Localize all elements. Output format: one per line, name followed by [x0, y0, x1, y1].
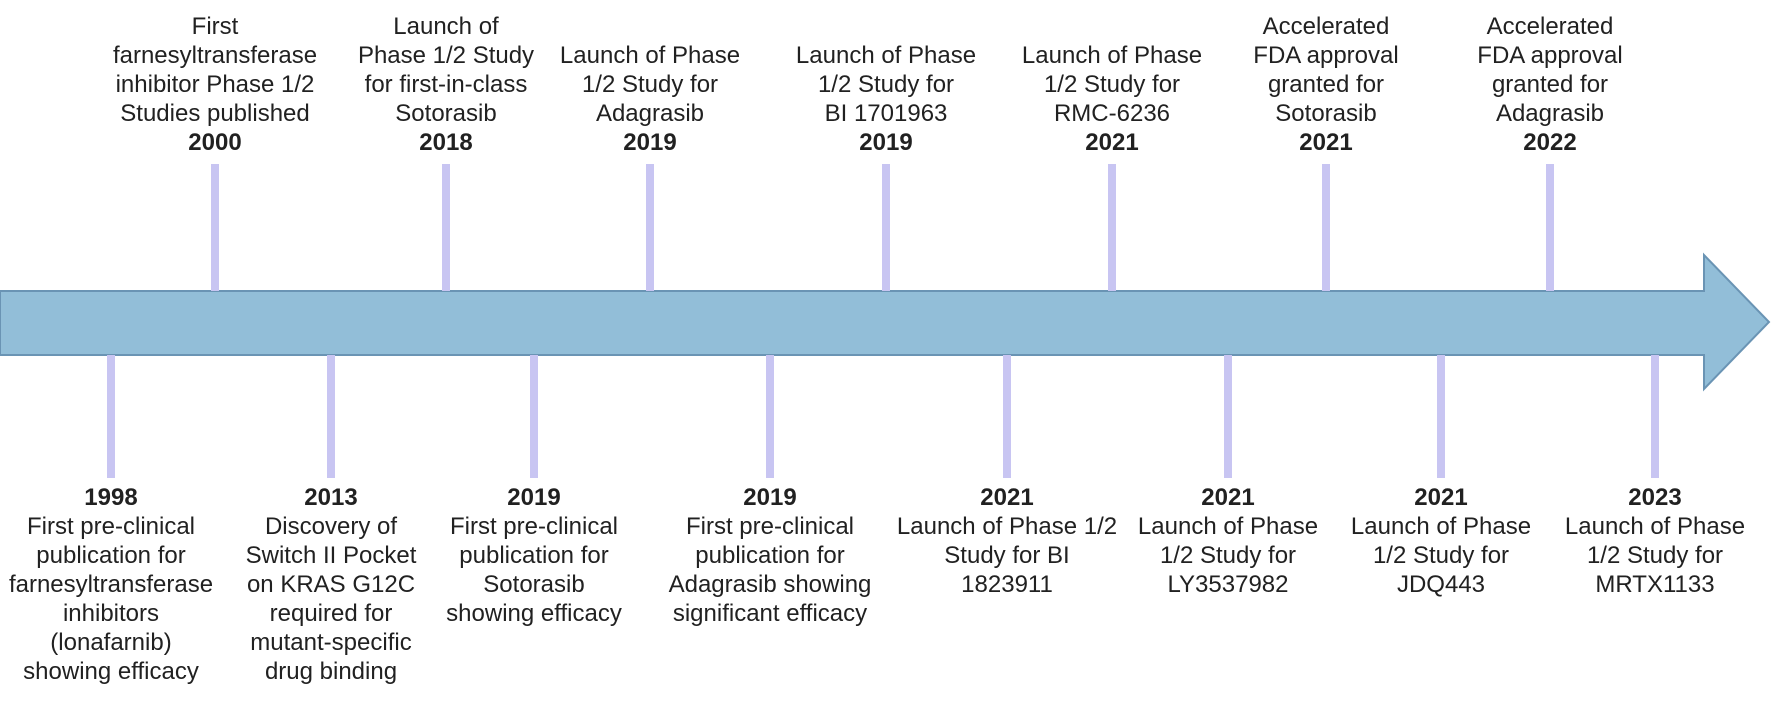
- event-label: Launch of Phase 1/2 Study for JDQ443: [1350, 513, 1532, 598]
- tick-top-2019-adagrasib: [646, 164, 654, 291]
- event-year: 2021: [1299, 129, 1353, 156]
- tick-top-2021-rmc6236: [1108, 164, 1116, 291]
- event-year: 2023: [1628, 484, 1682, 511]
- event-label: Discovery of Switch II Pocket on KRAS G1…: [245, 513, 417, 685]
- event-year: 2019: [507, 484, 561, 511]
- tick-top-2000: [211, 164, 219, 291]
- timeline-event-bottom-1: 1998 First pre-clinical publication for …: [0, 483, 261, 686]
- event-year: 2021: [1085, 129, 1139, 156]
- event-label: Launch of Phase 1/2 Study for MRTX1133: [1564, 513, 1746, 598]
- event-year: 2018: [419, 129, 473, 156]
- timeline-event-top-5: Launch of Phase 1/2 Study for RMC-6236 2…: [962, 0, 1262, 157]
- event-year: 1998: [84, 484, 138, 511]
- tick-bottom-2013: [327, 355, 335, 478]
- tick-top-2022-adagrasib-fda: [1546, 164, 1554, 291]
- event-year: 2019: [623, 129, 677, 156]
- event-label: Launch of Phase 1/2 Study for BI 1701963: [795, 42, 977, 127]
- timeline-event-bottom-4: 2019 First pre-clinical publication for …: [620, 483, 920, 628]
- event-year: 2021: [1201, 484, 1255, 511]
- event-label: Accelerated FDA approval granted for Sot…: [1253, 13, 1399, 127]
- event-label: First pre-clinical publication for Sotor…: [446, 513, 622, 627]
- event-label: Launch of Phase 1/2 Study for BI 1823911: [896, 513, 1118, 598]
- tick-bottom-2021-jdq443: [1437, 355, 1445, 478]
- tick-top-2018: [442, 164, 450, 291]
- event-label: First pre-clinical publication for farne…: [8, 513, 214, 685]
- timeline-event-bottom-6: 2021 Launch of Phase 1/2 Study for LY353…: [1078, 483, 1378, 599]
- event-year: 2000: [188, 129, 242, 156]
- tick-bottom-2021-ly3537982: [1224, 355, 1232, 478]
- timeline-event-top-6: Accelerated FDA approval granted for Sot…: [1176, 0, 1476, 157]
- tick-bottom-2023-mrtx1133: [1651, 355, 1659, 478]
- event-label: Launch of Phase 1/2 Study for LY3537982: [1137, 513, 1319, 598]
- timeline-event-bottom-2: 2013 Discovery of Switch II Pocket on KR…: [181, 483, 481, 686]
- event-label: Launch of Phase 1/2 Study for first-in-c…: [357, 13, 535, 127]
- timeline-event-bottom-8: 2023 Launch of Phase 1/2 Study for MRTX1…: [1505, 483, 1772, 599]
- timeline-event-bottom-7: 2021 Launch of Phase 1/2 Study for JDQ44…: [1291, 483, 1591, 599]
- timeline-event-top-1: First farnesyltransferase inhibitor Phas…: [65, 0, 365, 157]
- timeline-event-bottom-3: 2019 First pre-clinical publication for …: [384, 483, 684, 628]
- tick-top-2019-bi1701963: [882, 164, 890, 291]
- tick-bottom-2019-sotorasib: [530, 355, 538, 478]
- event-year: 2013: [304, 484, 358, 511]
- event-label: First farnesyltransferase inhibitor Phas…: [112, 13, 318, 127]
- tick-bottom-1998: [107, 355, 115, 478]
- event-label: Launch of Phase 1/2 Study for Adagrasib: [559, 42, 741, 127]
- timeline-event-top-3: Launch of Phase 1/2 Study for Adagrasib …: [500, 0, 800, 157]
- event-year: 2019: [859, 129, 913, 156]
- event-year: 2021: [1414, 484, 1468, 511]
- event-year: 2019: [743, 484, 797, 511]
- event-year: 2022: [1523, 129, 1577, 156]
- tick-top-2021-sotorasib-fda: [1322, 164, 1330, 291]
- tick-bottom-2019-adagrasib: [766, 355, 774, 478]
- timeline-event-top-4: Launch of Phase 1/2 Study for BI 1701963…: [736, 0, 1036, 157]
- event-year: 2021: [980, 484, 1034, 511]
- event-label: Launch of Phase 1/2 Study for RMC-6236: [1021, 42, 1203, 127]
- event-label: First pre-clinical publication for Adagr…: [668, 513, 872, 627]
- timeline-arrow-shape: [0, 252, 1771, 392]
- tick-bottom-2021-bi1823911: [1003, 355, 1011, 478]
- timeline-event-top-2: Launch of Phase 1/2 Study for first-in-c…: [296, 0, 596, 157]
- timeline-event-bottom-5: 2021 Launch of Phase 1/2 Study for BI 18…: [857, 483, 1157, 599]
- timeline-event-top-7: Accelerated FDA approval granted for Ada…: [1400, 0, 1700, 157]
- event-label: Accelerated FDA approval granted for Ada…: [1477, 13, 1623, 127]
